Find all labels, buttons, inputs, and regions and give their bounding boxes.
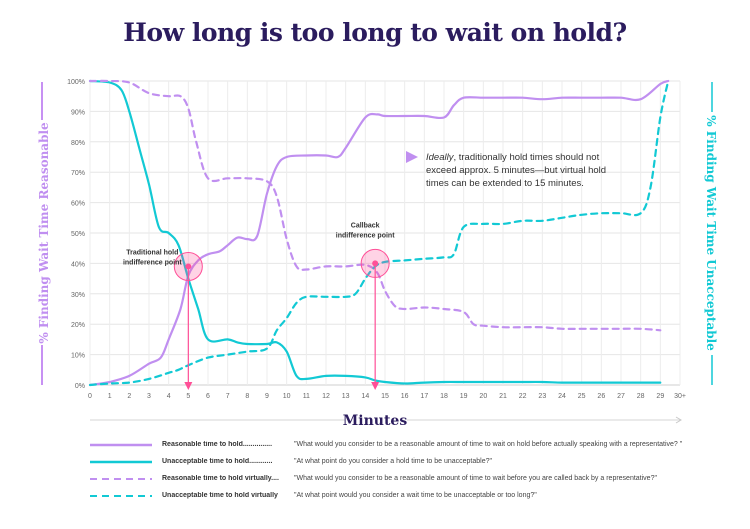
callout-line-1: Ideally, traditionally hold times should…: [426, 152, 600, 163]
x-tick-label: 20: [479, 393, 487, 400]
annotation-label: Traditional hold: [126, 249, 178, 256]
y-tick-label: 40%: [71, 261, 85, 268]
x-tick-label: 0: [88, 393, 92, 400]
x-tick-label: 10: [283, 393, 291, 400]
x-tick-label: 9: [265, 393, 269, 400]
callout-line-2: exceed approx. 5 minutes—but virtual hol…: [426, 165, 606, 176]
y-ticks: 0% 10% 20% 30% 40% 50% 60% 70% 80% 90% 100%: [67, 79, 85, 390]
x-tick-label: 2: [127, 393, 131, 400]
x-tick-label: 14: [361, 393, 369, 400]
x-ticks: 0 1 2 3 4 5 6 7 8 9 10 11 12 13 14 15 16 17 18 19 20 21 22 23 24…: [88, 393, 686, 400]
x-tick-label: 4: [167, 393, 171, 400]
y-tick-label: 50%: [71, 231, 85, 238]
x-tick-label: 12: [322, 393, 330, 400]
x-tick-label: 27: [617, 393, 625, 400]
x-tick-label: 21: [499, 393, 507, 400]
annotations: Traditional hold indifference point Callba…: [123, 222, 395, 390]
x-tick-label: 3: [147, 393, 151, 400]
x-tick-label: 17: [420, 393, 428, 400]
series-line-dashed-purple: [88, 79, 662, 332]
legend-item: Unacceptable time to hold............ "A…: [90, 453, 730, 470]
x-tick-label: 11: [303, 393, 310, 400]
y-axis-label-left: % Finding Wait Time Reasonable: [37, 122, 51, 344]
y-tick-label: 60%: [71, 201, 85, 208]
legend-label: Reasonable time to hold...............: [162, 441, 273, 448]
x-tick-label: 7: [226, 393, 230, 400]
indifference-point: [185, 263, 192, 270]
x-tick-label: 23: [538, 393, 546, 400]
annotation-label: indifference point: [123, 259, 182, 266]
callout-line-3: times can be extended to 15 minutes.: [426, 178, 584, 189]
y-tick-label: 10%: [71, 353, 85, 360]
x-tick-label: 25: [578, 393, 586, 400]
y-axis-label-right: % Finding Wait Time Unacceptable: [704, 115, 718, 351]
y-tick-label: 20%: [71, 322, 85, 329]
x-tick-label: 8: [245, 393, 249, 400]
legend-question: "At what point would you consider a wait…: [294, 492, 537, 499]
legend-item: Reasonable time to hold virtually.... "W…: [90, 470, 730, 487]
legend-swatch-solid-cyan: [90, 460, 152, 463]
y-tick-label: 80%: [71, 140, 85, 147]
y-tick-label: 70%: [71, 170, 85, 177]
series-line-solid-purple: [88, 79, 670, 387]
series-line-dashed-cyan: [88, 79, 670, 387]
y-tick-label: 90%: [71, 109, 85, 116]
legend-item: Unacceptable time to hold virtually "At …: [90, 487, 730, 504]
y-tick-label: 30%: [71, 292, 85, 299]
legend-swatch-solid-purple: [90, 443, 152, 446]
x-tick-label: 28: [637, 393, 645, 400]
y-tick-label: 0%: [75, 383, 85, 390]
legend-label: Unacceptable time to hold virtually: [162, 492, 278, 499]
series-group: [88, 79, 670, 387]
y-tick-label: 100%: [67, 79, 85, 86]
x-tick-label: 6: [206, 393, 210, 400]
x-axis-arrow-icon: [675, 416, 682, 424]
legend-swatch-dashed-cyan: [90, 494, 152, 497]
legend: Reasonable time to hold............... "…: [90, 436, 730, 504]
play-icon: [406, 151, 418, 163]
x-tick-label: 13: [342, 393, 350, 400]
x-tick-label: 26: [597, 393, 605, 400]
annotation-label: Callback: [351, 222, 380, 229]
x-tick-label: 24: [558, 393, 566, 400]
series-line-solid-cyan: [88, 79, 662, 385]
legend-question: "At what point do you consider a hold ti…: [294, 458, 492, 465]
x-tick-label: 1: [108, 393, 112, 400]
x-axis-label: Minutes: [343, 413, 408, 429]
legend-item: Reasonable time to hold............... "…: [90, 436, 730, 453]
legend-label: Reasonable time to hold virtually....: [162, 475, 279, 482]
indifference-point: [372, 260, 379, 267]
x-tick-label: 16: [401, 393, 409, 400]
legend-swatch-dashed-purple: [90, 477, 152, 480]
x-tick-label: 30+: [674, 393, 686, 400]
x-tick-label: 19: [460, 393, 468, 400]
chart-title: How long is too long to wait on hold?: [123, 18, 627, 47]
x-tick-label: 18: [440, 393, 448, 400]
x-tick-label: 29: [656, 393, 664, 400]
x-tick-label: 22: [519, 393, 527, 400]
x-tick-label: 15: [381, 393, 389, 400]
annotation-label: indifference point: [336, 232, 395, 239]
x-tick-label: 5: [186, 393, 190, 400]
legend-question: "What would you consider to be a reasona…: [294, 441, 683, 448]
legend-label: Unacceptable time to hold............: [162, 458, 273, 465]
legend-question: "What would you consider to be a reasona…: [294, 475, 657, 482]
